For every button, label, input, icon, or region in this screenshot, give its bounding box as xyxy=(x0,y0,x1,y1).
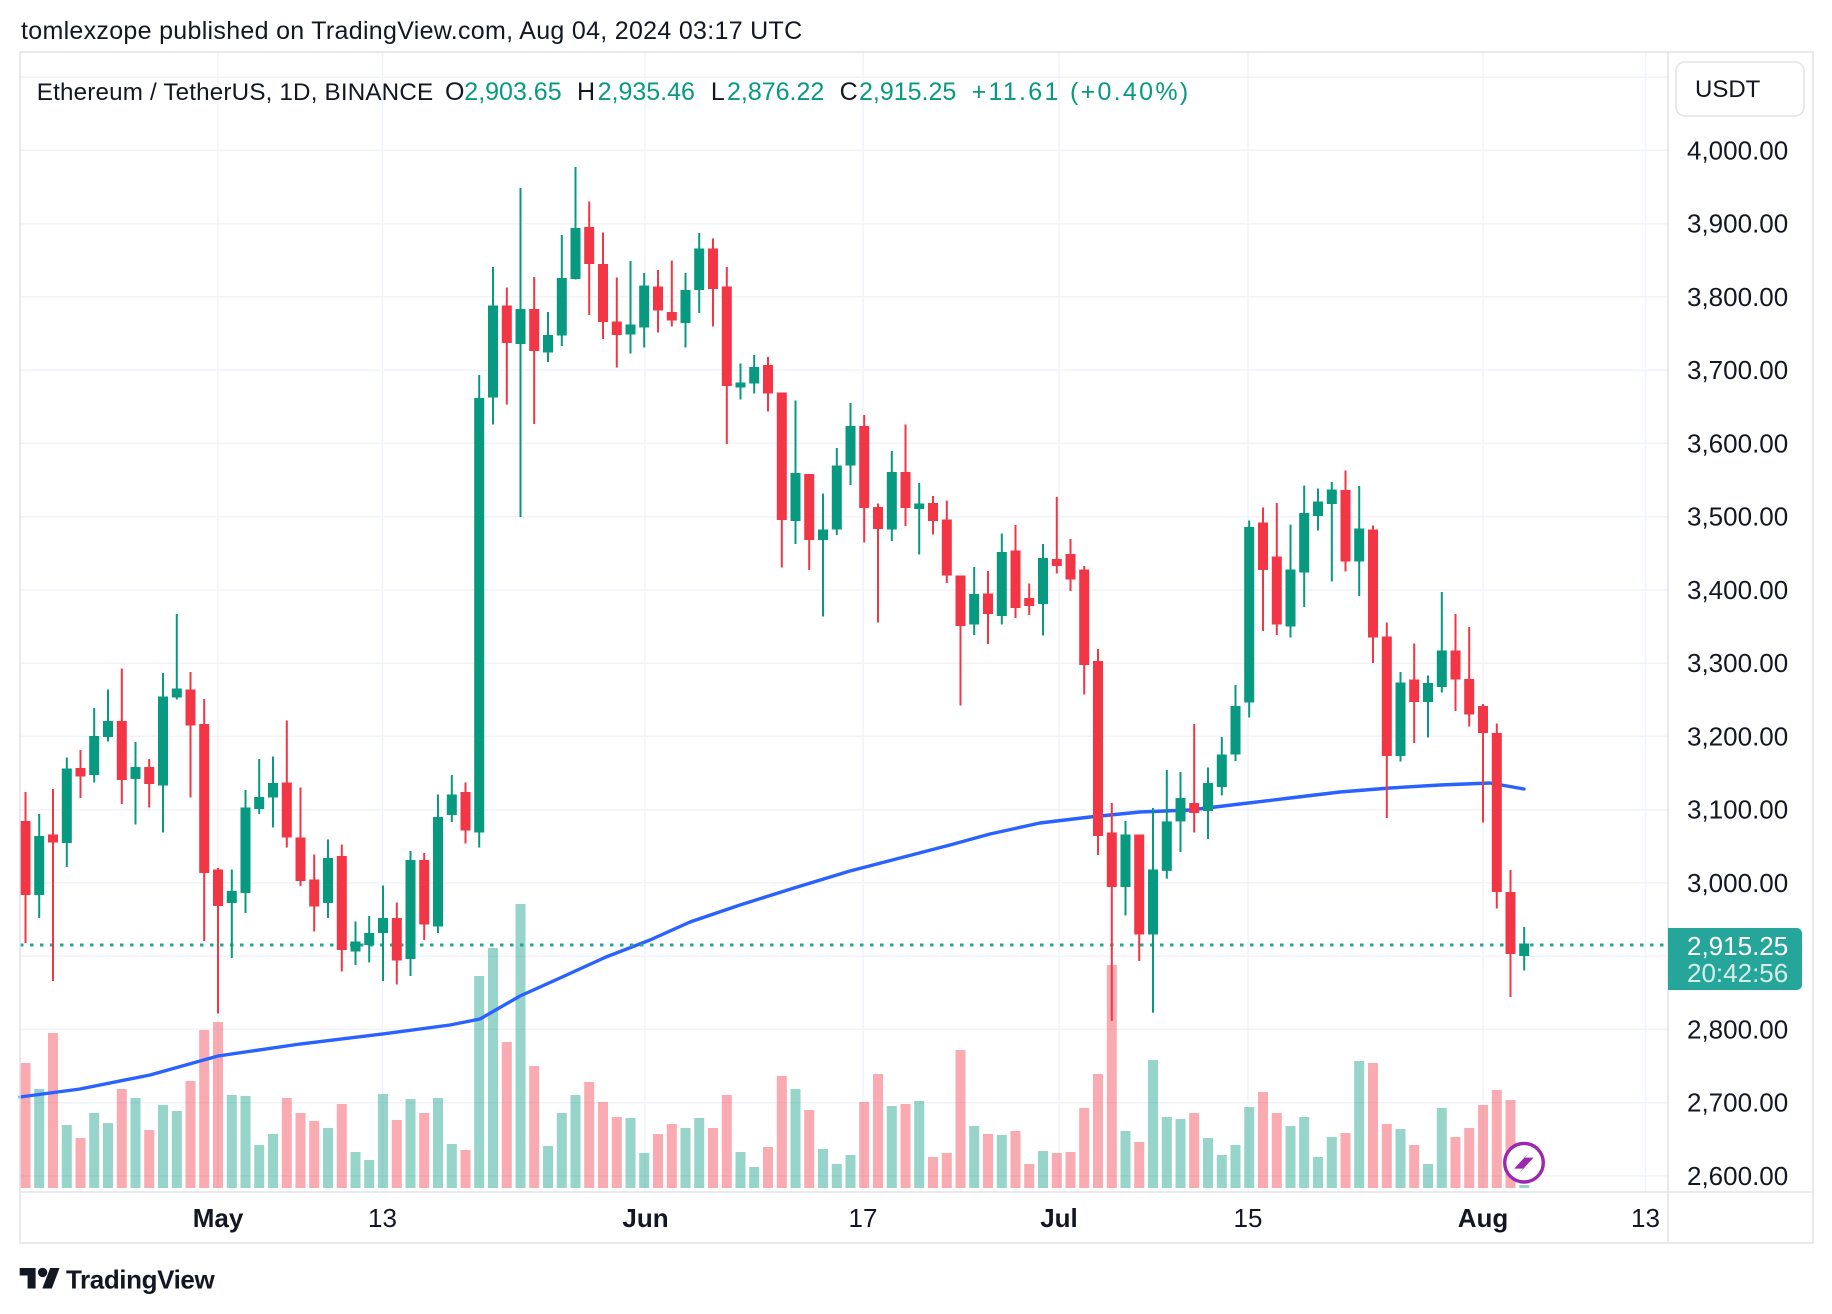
svg-text:Jun: Jun xyxy=(622,1203,668,1233)
svg-text:3,000.00: 3,000.00 xyxy=(1687,868,1788,898)
svg-text:Ethereum / TetherUS, 1D, BINAN: Ethereum / TetherUS, 1D, BINANCE xyxy=(37,79,434,106)
svg-text:3,100.00: 3,100.00 xyxy=(1687,795,1788,825)
svg-text:USDT: USDT xyxy=(1695,76,1761,103)
svg-text:2,700.00: 2,700.00 xyxy=(1687,1088,1788,1118)
svg-text:13: 13 xyxy=(1631,1203,1660,1233)
svg-text:3,700.00: 3,700.00 xyxy=(1687,355,1788,385)
svg-text:3,600.00: 3,600.00 xyxy=(1687,428,1788,458)
svg-text:3,900.00: 3,900.00 xyxy=(1687,209,1788,239)
svg-text:2,915.25: 2,915.25 xyxy=(1687,931,1788,961)
svg-text:O: O xyxy=(445,78,464,106)
svg-text:2,600.00: 2,600.00 xyxy=(1687,1161,1788,1191)
svg-text:3,800.00: 3,800.00 xyxy=(1687,282,1788,312)
svg-text:2,903.65: 2,903.65 xyxy=(464,78,561,106)
svg-text:17: 17 xyxy=(849,1203,878,1233)
svg-text:20:42:56: 20:42:56 xyxy=(1687,958,1788,988)
svg-text:tomlexzope published on Tradin: tomlexzope published on TradingView.com,… xyxy=(21,17,802,45)
svg-text:L: L xyxy=(711,78,725,106)
svg-text:4,000.00: 4,000.00 xyxy=(1687,135,1788,165)
svg-text:Aug: Aug xyxy=(1458,1203,1509,1233)
svg-text:13: 13 xyxy=(368,1203,397,1233)
svg-text:2,935.46: 2,935.46 xyxy=(598,78,695,106)
svg-text:2,915.25: 2,915.25 xyxy=(859,78,956,106)
svg-text:3,400.00: 3,400.00 xyxy=(1687,575,1788,605)
svg-text:3,200.00: 3,200.00 xyxy=(1687,721,1788,751)
svg-text:3,500.00: 3,500.00 xyxy=(1687,502,1788,532)
svg-text:C: C xyxy=(840,78,858,106)
svg-text:2,876.22: 2,876.22 xyxy=(727,78,824,106)
svg-text:3,300.00: 3,300.00 xyxy=(1687,648,1788,678)
svg-text:Jul: Jul xyxy=(1040,1203,1078,1233)
svg-text:15: 15 xyxy=(1234,1203,1263,1233)
svg-text:TradingView: TradingView xyxy=(66,1265,215,1295)
svg-text:H: H xyxy=(577,78,595,106)
svg-text:May: May xyxy=(193,1203,244,1233)
svg-text:+11.61 (+0.40%): +11.61 (+0.40%) xyxy=(972,78,1191,106)
svg-text:2,800.00: 2,800.00 xyxy=(1687,1014,1788,1044)
